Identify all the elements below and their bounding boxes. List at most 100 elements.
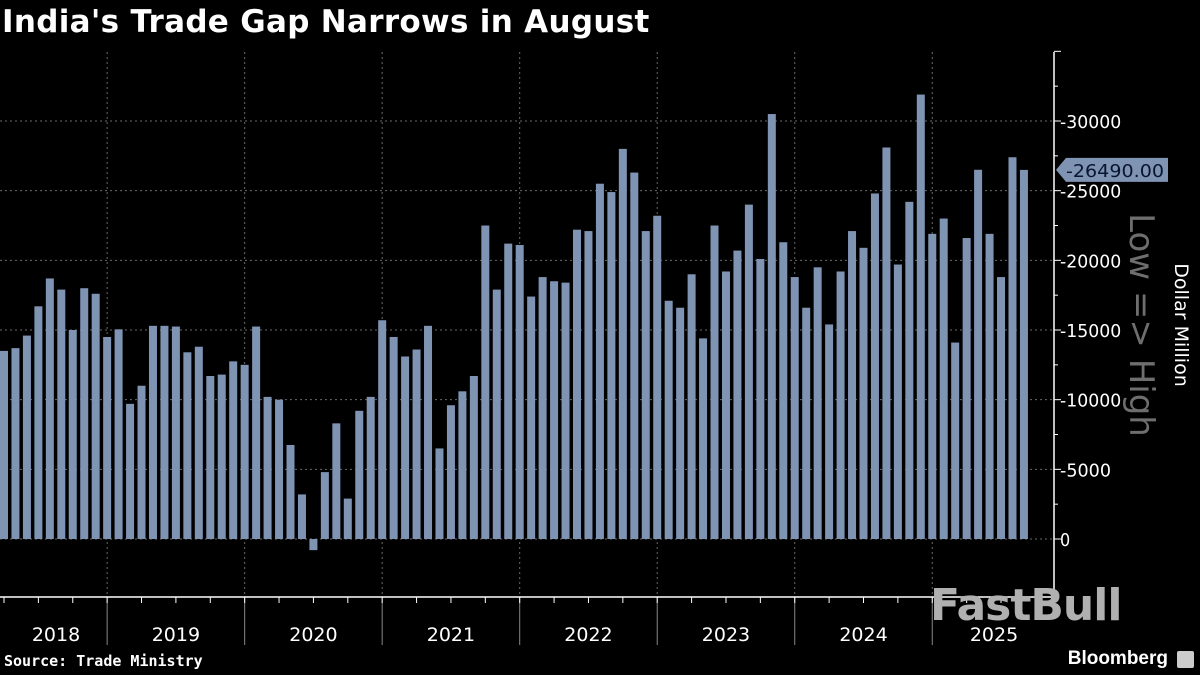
bar-2021-05 (435, 448, 444, 539)
bar-2020-03 (275, 399, 284, 539)
bar-2022-07 (595, 183, 604, 539)
bar-2019-12 (240, 364, 249, 539)
bar-2024-09 (893, 264, 902, 539)
bar-2021-08 (469, 375, 478, 539)
bar-2020-06 (309, 539, 318, 551)
bar-2022-08 (607, 192, 616, 539)
y-tick-label: -20000 (1060, 251, 1121, 272)
bar-2024-01 (802, 307, 811, 539)
bar-2021-10 (492, 289, 501, 539)
bar-2023-09 (756, 258, 765, 539)
bar-2022-06 (584, 231, 593, 540)
bar-2020-09 (343, 498, 352, 539)
last-value-callout (1056, 157, 1168, 182)
bar-2019-02 (126, 403, 135, 539)
bar-2025-07 (1008, 157, 1017, 540)
bar-2019-09 (206, 375, 215, 539)
bar-2020-08 (332, 423, 341, 539)
bar-2021-06 (446, 405, 455, 539)
bar-2021-01 (389, 336, 398, 539)
bar-2025-08 (1019, 169, 1028, 539)
y-tick-label: -15000 (1060, 321, 1121, 342)
y-tick-label: -10000 (1060, 391, 1121, 412)
bar-2020-10 (355, 410, 364, 539)
bar-2022-10 (630, 172, 639, 539)
bar-2022-02 (538, 277, 547, 539)
y-tick-label: 0 (1060, 530, 1070, 551)
bar-2018-07 (45, 278, 54, 539)
bar-2024-05 (848, 231, 857, 540)
bar-2022-11 (641, 231, 650, 540)
source-note: Source: Trade Ministry (4, 652, 203, 670)
bar-2024-10 (905, 201, 914, 539)
bar-2021-02 (401, 356, 410, 539)
bar-2019-11 (229, 361, 238, 539)
bar-2023-08 (744, 204, 753, 539)
bar-2018-10 (80, 288, 89, 539)
last-value-label: -26490.00 (1066, 161, 1164, 182)
bar-2025-06 (997, 277, 1006, 539)
bar-2022-03 (550, 281, 559, 539)
bar-2024-08 (882, 147, 891, 539)
bar-2018-08 (57, 289, 66, 539)
bar-2025-05 (985, 233, 994, 539)
y-tick-label: -25000 (1060, 182, 1121, 203)
chart-title: India's Trade Gap Narrows in August (2, 4, 650, 40)
bar-2020-12 (378, 320, 387, 539)
bloomberg-chart-icon (1177, 651, 1194, 668)
bar-2021-11 (504, 243, 513, 539)
year-label-2019: 2019 (152, 624, 200, 646)
bar-2019-07 (183, 352, 192, 539)
bar-2022-05 (573, 229, 581, 540)
bar-2020-05 (297, 494, 306, 539)
year-label-2023: 2023 (702, 624, 750, 646)
bar-2024-04 (836, 271, 845, 539)
bar-2024-03 (825, 324, 834, 539)
year-label-2020: 2020 (289, 624, 337, 646)
bar-2025-02 (951, 342, 960, 539)
bar-2018-09 (68, 330, 77, 539)
bar-2023-05 (710, 225, 719, 539)
bar-2018-11 (91, 293, 100, 539)
y-axis-title: Dollar Million (1170, 263, 1192, 386)
year-label-2018: 2018 (32, 624, 80, 646)
bar-2021-03 (412, 349, 421, 539)
bar-2018-06 (34, 306, 43, 539)
bar-2025-04 (974, 169, 983, 539)
bar-2024-12 (928, 233, 937, 539)
bar-2024-11 (916, 94, 925, 540)
year-label-2021: 2021 (427, 624, 475, 646)
bar-2023-03 (687, 274, 696, 539)
y-tick-label: -30000 (1060, 112, 1121, 133)
bloomberg-logo: Bloomberg (1067, 648, 1168, 669)
bar-2018-05 (22, 335, 31, 539)
bar-2019-10 (217, 374, 226, 539)
bar-2019-06 (171, 326, 180, 539)
bar-2021-09 (481, 225, 490, 539)
bar-2024-02 (813, 267, 822, 539)
year-label-2024: 2024 (839, 624, 887, 646)
bar-2023-12 (790, 277, 799, 539)
bar-2021-12 (515, 245, 524, 539)
bar-2023-02 (676, 307, 685, 539)
bar-2025-03 (962, 238, 971, 540)
bar-2019-08 (194, 346, 203, 539)
bar-2020-11 (366, 396, 375, 539)
bar-2020-07 (320, 472, 329, 539)
bar-2018-12 (103, 336, 112, 539)
bar-2021-04 (424, 325, 433, 539)
bar-2024-07 (870, 193, 879, 539)
bar-2019-01 (114, 329, 123, 539)
bar-2025-01 (939, 218, 948, 539)
bar-2021-07 (458, 391, 467, 539)
bar-2024-06 (859, 247, 868, 539)
bar-2022-04 (561, 282, 570, 539)
bar-2020-02 (263, 396, 272, 539)
bar-2019-03 (137, 385, 146, 539)
bar-2023-06 (721, 271, 730, 539)
bar-2023-01 (664, 300, 673, 539)
year-label-2022: 2022 (564, 624, 612, 646)
bar-2020-04 (286, 444, 295, 539)
bar-2019-05 (160, 325, 169, 539)
